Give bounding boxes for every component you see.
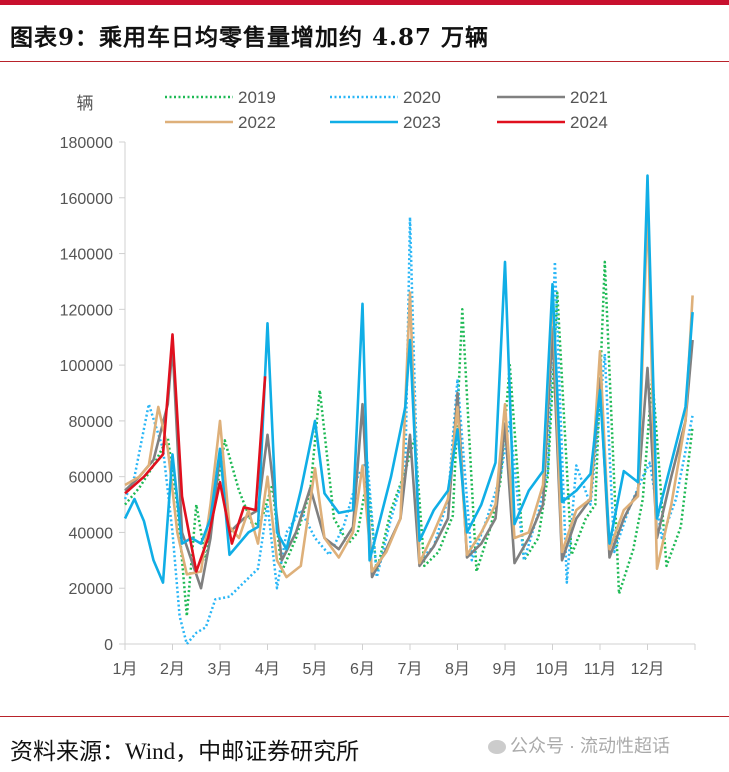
source-note: 资料来源：Wind，中邮证券研究所	[10, 739, 360, 764]
y-tick-label: 120000	[60, 302, 113, 319]
wechat-icon	[488, 740, 506, 755]
y-tick-label: 20000	[69, 581, 114, 598]
x-tick-label: 11月	[584, 661, 617, 678]
y-tick-label: 160000	[60, 191, 113, 208]
top-accent-bar	[0, 0, 729, 5]
x-tick-label: 8月	[445, 661, 470, 678]
x-tick-label: 7月	[398, 661, 423, 678]
x-tick-label: 12月	[631, 661, 665, 678]
chart-title: 图表9：乘用车日均零售量增加约 4.87 万辆	[10, 24, 490, 51]
legend-label: 2022	[238, 113, 276, 132]
y-tick-label: 100000	[60, 358, 113, 375]
series-2023	[123, 174, 694, 584]
y-tick-label: 80000	[69, 414, 114, 431]
series-2022	[124, 204, 694, 579]
legend-label: 2019	[238, 88, 276, 107]
legend-label: 2021	[570, 88, 608, 107]
x-tick-label: 3月	[208, 661, 233, 678]
y-tick-label: 180000	[60, 135, 113, 152]
legend: 2019 2020 2021 2022 2023 2024	[165, 88, 608, 132]
y-axis-unit-label: 辆	[77, 94, 94, 113]
x-tick-label: 9月	[493, 661, 518, 678]
watermark: 公众号 · 流动性超话	[488, 732, 670, 758]
y-axis: 0 20000 40000 60000 80000 100000 120000 140000 1…	[60, 135, 126, 654]
header-divider	[0, 61, 729, 62]
y-tick-label: 140000	[60, 247, 113, 264]
x-tick-label: 10月	[536, 661, 570, 678]
series-2020	[123, 216, 694, 646]
y-tick-label: 0	[104, 637, 113, 654]
series-2021	[124, 327, 694, 590]
x-tick-label: 2月	[160, 661, 185, 678]
line-chart: 辆 2019 2020 2021 2022 2023 2024 0 20000 40000 60…	[60, 88, 696, 678]
x-tick-label: 1月	[113, 661, 138, 678]
footer-divider	[0, 716, 729, 717]
x-tick-label: 4月	[255, 661, 280, 678]
legend-label: 2024	[570, 113, 608, 132]
y-tick-label: 40000	[69, 525, 114, 542]
y-tick-label: 60000	[69, 470, 114, 487]
x-tick-label: 6月	[350, 661, 375, 678]
series-2024	[124, 333, 267, 573]
watermark-text: 公众号 · 流动性超话	[510, 736, 670, 756]
x-axis: 1月 2月 3月 4月 5月 6月 7月 8月 9月 10月 11月 12月	[113, 643, 696, 678]
series-2019	[124, 260, 694, 618]
legend-label: 2020	[403, 88, 441, 107]
legend-label: 2023	[403, 113, 441, 132]
x-tick-label: 5月	[303, 661, 328, 678]
series-lines	[123, 174, 694, 646]
